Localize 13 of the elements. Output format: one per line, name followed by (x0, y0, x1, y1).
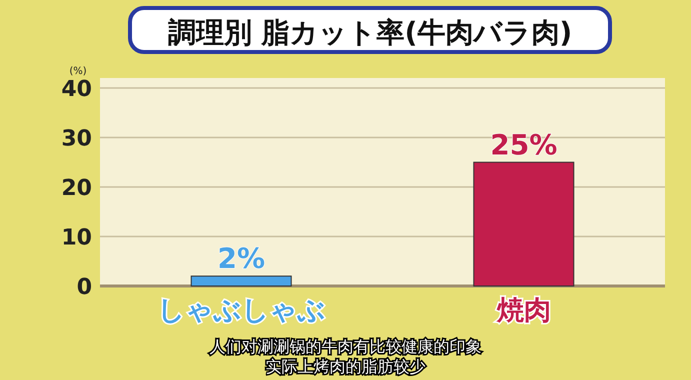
x-tick-label: しゃぶしゃぶ (157, 295, 326, 326)
chart-title: 調理別 脂カット率(牛肉バラ肉) (168, 16, 572, 49)
y-tick-label: 20 (61, 176, 92, 201)
y-tick-label: 0 (76, 275, 92, 300)
text: 人们对涮涮锅的牛肉有比较健康的印象 (210, 337, 482, 356)
y-tick-label: 30 (61, 126, 92, 152)
y-axis-title: (%) (69, 66, 87, 77)
x-tick-label: 焼肉 (496, 295, 551, 326)
y-tick-label: 10 (61, 226, 92, 250)
data-label: 2% (217, 242, 266, 276)
data-label: 25% (490, 128, 558, 162)
y-tick-label: 40 (61, 77, 92, 102)
text: 实际上烤肉的脂肪较少 (266, 357, 426, 376)
